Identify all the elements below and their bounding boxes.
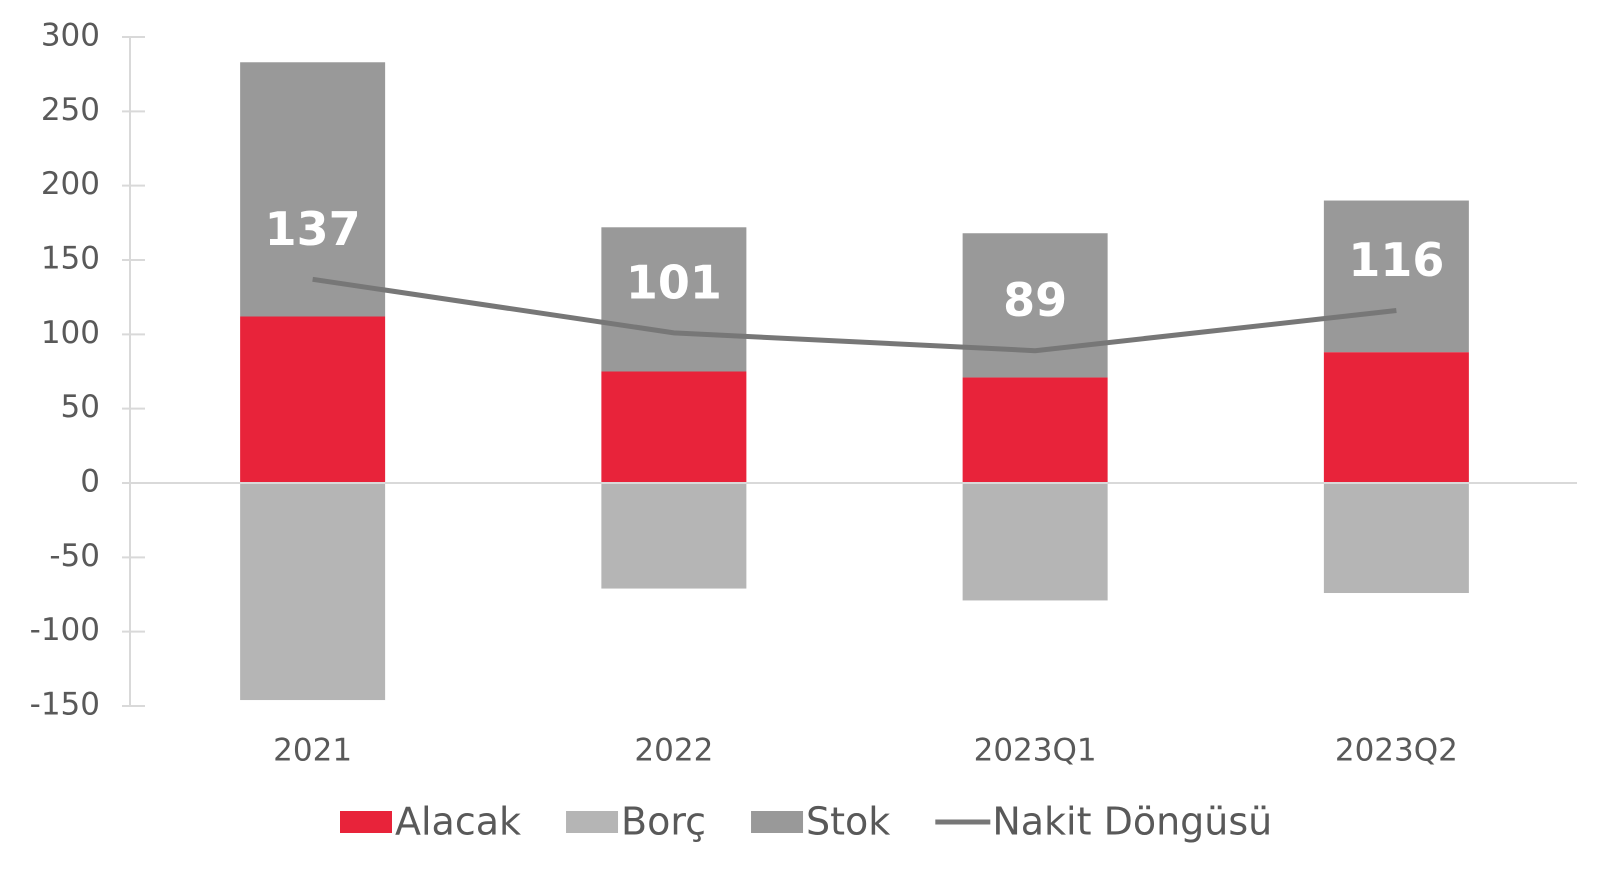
y-tick-label: 150	[41, 241, 100, 277]
y-tick-label: 50	[61, 389, 100, 425]
legend-swatch	[751, 811, 804, 833]
x-tick-label: 2023Q1	[974, 733, 1097, 769]
bar	[1323, 200, 1469, 353]
bar	[240, 62, 386, 317]
bar	[240, 483, 386, 701]
y-tick-label: -50	[49, 538, 100, 574]
value-label: 137	[265, 202, 361, 256]
legend-label: Alacak	[395, 800, 521, 844]
legend-swatch	[340, 811, 392, 833]
bar	[601, 227, 747, 372]
y-tick-label: 0	[80, 464, 100, 500]
value-label: 116	[1348, 233, 1444, 287]
value-label: 101	[626, 255, 722, 309]
legend-label: Stok	[806, 800, 890, 844]
legend-label: Nakit Döngüsü	[992, 800, 1272, 844]
legend-label: Borç	[621, 800, 706, 844]
bar	[240, 316, 386, 483]
y-tick-label: -150	[30, 687, 100, 723]
x-tick-label: 2023Q2	[1335, 733, 1458, 769]
bar	[601, 483, 747, 589]
legend-swatch	[566, 811, 619, 833]
bar	[1323, 483, 1469, 594]
y-tick-label: 200	[41, 166, 100, 202]
line	[312, 276, 1397, 354]
y-tick-label: 250	[41, 92, 100, 128]
x-tick-label: 2022	[634, 733, 713, 769]
bar	[1323, 352, 1469, 483]
x-tick-label: 2021	[273, 733, 352, 769]
y-tick-label: 100	[41, 315, 100, 351]
y-tick-label: 300	[41, 18, 100, 54]
bar	[601, 371, 747, 483]
bar	[962, 483, 1108, 601]
bar	[962, 377, 1108, 483]
bar	[962, 233, 1108, 378]
value-label: 89	[1003, 273, 1067, 327]
y-tick-label: -100	[30, 612, 100, 648]
